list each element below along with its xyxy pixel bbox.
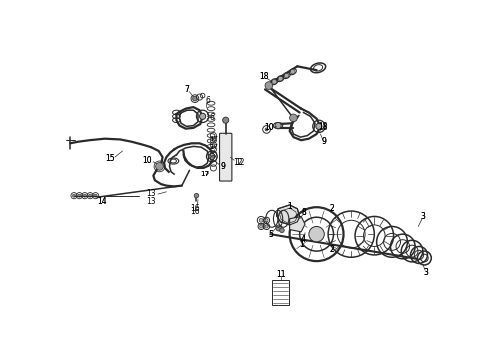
Circle shape (193, 96, 197, 101)
Text: 9: 9 (322, 137, 327, 146)
Text: 17: 17 (200, 171, 209, 177)
Text: 13: 13 (146, 189, 156, 198)
Text: 9: 9 (220, 162, 225, 171)
Text: 4: 4 (301, 235, 306, 244)
Circle shape (222, 117, 229, 123)
Text: 2: 2 (330, 245, 334, 254)
Polygon shape (276, 205, 300, 225)
Circle shape (199, 113, 206, 120)
Text: 1: 1 (287, 202, 292, 211)
Text: 8: 8 (301, 208, 306, 217)
Text: 17: 17 (200, 171, 209, 177)
Circle shape (73, 194, 75, 197)
Text: 3: 3 (420, 212, 425, 221)
Text: 3: 3 (423, 268, 428, 277)
Text: 10: 10 (143, 156, 152, 165)
Circle shape (265, 82, 273, 89)
Text: 13: 13 (146, 197, 156, 206)
Text: 15: 15 (105, 154, 115, 163)
Circle shape (156, 163, 163, 170)
Text: 18: 18 (260, 72, 269, 81)
Text: 14: 14 (98, 197, 107, 206)
Text: 2: 2 (330, 245, 334, 254)
Text: 16: 16 (190, 204, 200, 213)
Circle shape (78, 194, 81, 197)
Text: 12: 12 (233, 158, 243, 167)
Circle shape (280, 228, 284, 233)
Text: 12: 12 (235, 158, 245, 167)
FancyBboxPatch shape (220, 133, 232, 181)
Circle shape (259, 219, 263, 222)
Text: 18: 18 (260, 72, 269, 81)
Text: 9: 9 (220, 162, 225, 171)
Circle shape (276, 225, 282, 231)
Text: 11: 11 (276, 270, 286, 279)
Text: 2: 2 (330, 204, 334, 213)
Text: 1: 1 (299, 240, 303, 249)
Circle shape (89, 194, 92, 197)
Text: 6: 6 (206, 96, 210, 105)
Circle shape (265, 219, 268, 222)
Text: 15: 15 (105, 154, 115, 163)
Text: 8: 8 (301, 208, 306, 217)
Text: 1: 1 (287, 202, 292, 211)
Text: 9: 9 (322, 137, 327, 146)
Text: 4: 4 (301, 235, 306, 244)
Circle shape (291, 69, 295, 74)
FancyBboxPatch shape (272, 280, 289, 305)
Circle shape (275, 122, 281, 129)
Circle shape (309, 226, 324, 242)
Polygon shape (290, 216, 305, 232)
Text: 5: 5 (268, 230, 273, 239)
Text: 10: 10 (264, 123, 273, 132)
Circle shape (278, 76, 283, 81)
Text: 10: 10 (143, 156, 152, 165)
Text: 6: 6 (209, 113, 214, 122)
Text: 7: 7 (185, 85, 190, 94)
Circle shape (284, 73, 289, 78)
Text: 5: 5 (268, 230, 273, 239)
Circle shape (265, 225, 268, 228)
Circle shape (272, 80, 276, 84)
Circle shape (290, 114, 297, 122)
Text: 18: 18 (318, 123, 327, 132)
Text: 11: 11 (276, 270, 286, 279)
Text: 17: 17 (210, 136, 219, 143)
Circle shape (260, 225, 263, 228)
Circle shape (194, 193, 199, 198)
Text: 18: 18 (318, 122, 327, 131)
Text: 10: 10 (264, 123, 273, 132)
Text: 7: 7 (185, 85, 190, 94)
Text: 17: 17 (210, 144, 219, 150)
Circle shape (316, 123, 322, 130)
Text: 1: 1 (299, 240, 303, 249)
Circle shape (209, 153, 215, 159)
Circle shape (83, 194, 86, 197)
Circle shape (94, 194, 97, 197)
Text: 3: 3 (420, 212, 425, 221)
Text: 16: 16 (190, 207, 200, 216)
Circle shape (265, 128, 268, 131)
Text: 14: 14 (98, 197, 107, 206)
Text: 3: 3 (423, 268, 428, 277)
Text: 2: 2 (330, 204, 334, 213)
